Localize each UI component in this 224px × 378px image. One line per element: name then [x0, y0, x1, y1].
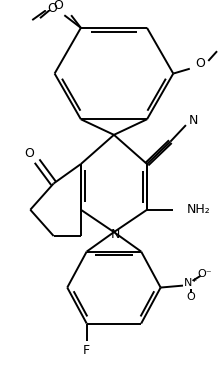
Text: N: N: [111, 228, 121, 240]
Text: O: O: [54, 0, 63, 12]
Text: O: O: [47, 2, 57, 15]
Text: O: O: [196, 57, 205, 70]
Text: NH₂: NH₂: [187, 203, 211, 216]
Text: N⁺: N⁺: [184, 278, 198, 288]
Text: O⁻: O⁻: [197, 269, 212, 279]
Text: N: N: [189, 114, 198, 127]
Text: F: F: [83, 344, 90, 357]
Text: O: O: [186, 292, 195, 302]
Text: O: O: [24, 147, 34, 160]
